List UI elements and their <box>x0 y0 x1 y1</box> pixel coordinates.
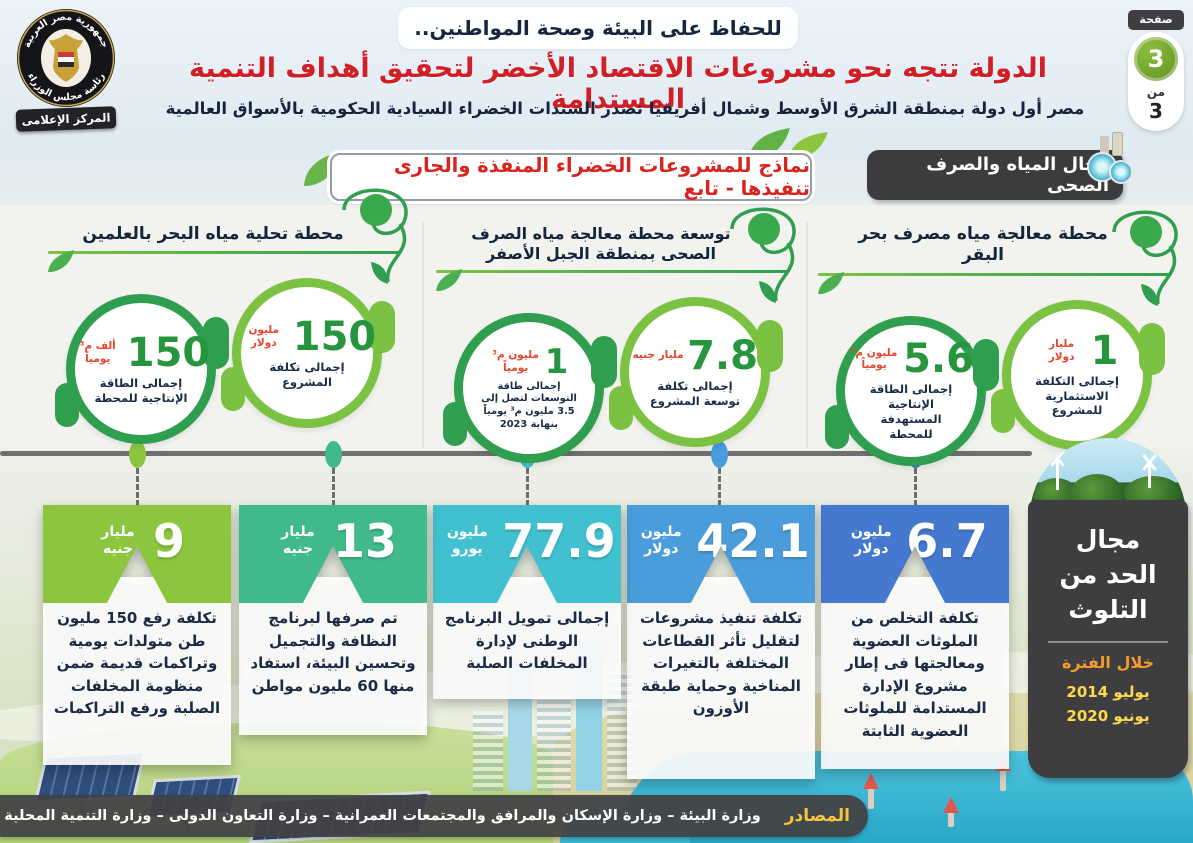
card-unit: مليون دولار <box>850 523 892 558</box>
stat-circle: 7.8 مليار جنيه إجمالى تكلفة توسعة المشرو… <box>609 297 783 447</box>
page-subtitle: مصر أول دولة بمنطقة الشرق الأوسط وشمال أ… <box>165 99 1085 118</box>
card-unit: مليون يورو <box>446 523 488 558</box>
sources-label: المصادر <box>784 806 850 826</box>
wind-turbine-icon <box>1148 464 1151 488</box>
card-organic-pollutants: 6.7 مليون دولار تكلفة التخلص من الملوثات… <box>821 505 1009 769</box>
card-value: 42.1 <box>696 514 810 568</box>
page-number-badge: صفحة 3 من 3 <box>1128 10 1184 131</box>
stat-description: إجمالى تكلفة المشروع <box>269 359 345 389</box>
timeline-connector <box>136 468 139 506</box>
stat-description: إجمالى تكلفة توسعة المشروع <box>649 378 741 408</box>
stat-unit: مليون م³ يومياً <box>850 346 898 372</box>
stat-description: إجمالى الطاقة الإنتاجية المستهدفة للمحطة <box>869 382 953 441</box>
vine-decoration-icon <box>1112 210 1178 306</box>
card-climate-projects: 42.1 مليون دولار تكلفة تنفيذ مشروعات لتق… <box>627 505 815 779</box>
sources-bar: المصادر وزارة البيئة – وزارة الإسكان وال… <box>0 795 868 837</box>
card-value: 13 <box>333 514 398 568</box>
timeline-dot <box>711 441 728 468</box>
leaf-icon <box>436 269 462 291</box>
card-value: 9 <box>153 514 186 568</box>
page-pill: 3 من 3 <box>1128 32 1184 131</box>
card-unit: مليار جنيه <box>101 523 135 558</box>
project-bahr-elbaqar: محطة معالجة مياه مصرف بحر البقر 1 مليار … <box>800 210 1188 466</box>
timeline-connector <box>718 468 721 506</box>
card-value: 6.7 <box>906 514 988 568</box>
period-from: يوليو 2014 <box>1066 683 1150 701</box>
stat-circle: 150 ألف م³ يومياً إجمالى الطاقة الإنتاجي… <box>55 294 229 445</box>
stat-unit: مليار جنيه <box>632 349 684 362</box>
stat-value: 150 <box>126 329 211 376</box>
stat-circle: 1 مليار دولار إجمالى التكلفة الاستثمارية… <box>991 299 1165 450</box>
card-text: تكلفة التخلص من الملوثات العضوية ومعالجت… <box>821 577 1009 769</box>
project-title: محطة تحلية مياه البحر بالعلمين <box>82 224 344 244</box>
title-underline <box>818 272 1170 276</box>
timeline-connector <box>332 468 335 506</box>
stat-value: 5.6 <box>903 336 974 383</box>
project-title: توسعة محطة معالجة مياه الصرف الصحى بمنطق… <box>471 224 731 263</box>
media-center-ribbon: المركز الإعلامى <box>15 106 117 132</box>
timeline-dot <box>129 441 146 468</box>
stat-description: إجمالى الطاقة الإنتاجية للمحطة <box>94 375 188 405</box>
project-gabal-elasfar: توسعة محطة معالجة مياه الصرف الصحى بمنطق… <box>418 207 806 463</box>
card-text: تكلفة تنفيذ مشروعات لتقليل تأثر القطاعات… <box>627 577 815 779</box>
stat-description: إجمالى طاقة التوسعات لتصل إلى 3.5 مليون … <box>481 380 577 430</box>
stat-unit: مليار دولار <box>1048 338 1075 363</box>
card-waste-removal: 9 مليار جنيه تكلفة رفع 150 مليون طن متول… <box>43 505 231 765</box>
pollution-reduction-sidebar: مجال الحد من التلوث خلال الفترة يوليو 20… <box>1028 438 1188 790</box>
stat-value: 1 <box>1090 327 1119 374</box>
leaf-icon <box>48 250 74 273</box>
emblem-seal: جمهورية مصر العربية رئاسة مجلس الوزراء <box>17 9 115 107</box>
page-title: الدولة تتجه نحو مشروعات الاقتصاد الأخضر … <box>189 53 1047 115</box>
card-unit: مليار جنيه <box>281 523 315 558</box>
header-tagline: للحفاظ على البيئة وصحة المواطنين.. <box>398 7 798 49</box>
divider <box>806 222 808 448</box>
sidebar-panel: مجال الحد من التلوث خلال الفترة يوليو 20… <box>1028 500 1188 778</box>
title-underline <box>436 270 788 273</box>
stat-unit: مليون م³ يومياً <box>492 348 539 374</box>
of-word: من <box>1146 85 1166 99</box>
sector-badge-label: مجال المياه والصرف الصحى <box>926 154 1109 196</box>
wind-turbine-icon <box>1056 460 1059 490</box>
page-word: صفحة <box>1128 10 1184 30</box>
stat-value: 1 <box>544 341 569 382</box>
stat-description: إجمالى التكلفة الاستثمارية للمشروع <box>1035 373 1119 418</box>
timeline-dot <box>325 441 342 468</box>
stat-value: 150 <box>292 313 377 360</box>
sector-badge-water: مجال المياه والصرف الصحى <box>867 132 1133 200</box>
sources-text: وزارة البيئة – وزارة الإسكان والمرافق وا… <box>4 808 761 824</box>
stat-circle: 150 مليون دولار إجمالى تكلفة المشروع <box>221 278 395 429</box>
card-value: 77.9 <box>502 514 616 568</box>
stat-circle: 1 مليون م³ يومياً إجمالى طاقة التوسعات ل… <box>443 313 617 463</box>
vine-decoration-icon <box>730 207 796 303</box>
card-text: تم صرفها لبرنامج النظافة والتجميل وتحسين… <box>239 577 427 735</box>
period-to: يونيو 2020 <box>1066 707 1150 725</box>
divider <box>422 222 424 448</box>
timeline-connector <box>526 468 529 506</box>
section-banner: نماذج للمشروعات الخضراء المنفذة والجارى … <box>330 153 812 201</box>
project-title: محطة معالجة مياه مصرف بحر البقر <box>858 224 1108 266</box>
current-page-number: 3 <box>1134 37 1178 81</box>
buoy-icon <box>943 797 959 827</box>
government-emblem: جمهورية مصر العربية رئاسة مجلس الوزراء ا… <box>12 6 120 136</box>
stat-unit: مليون دولار <box>248 324 280 349</box>
stat-circle: 5.6 مليون م³ يومياً إجمالى الطاقة الإنتا… <box>825 315 999 466</box>
water-treatment-plant-icon <box>1083 132 1141 188</box>
timeline-connector <box>914 468 917 506</box>
vine-decoration-icon <box>342 188 408 285</box>
buoy-icon <box>863 773 879 809</box>
card-solid-waste-program: 77.9 مليون يورو إجمالى تمويل البرنامج ال… <box>433 505 621 699</box>
card-cleanliness-program: 13 مليار جنيه تم صرفها لبرنامج النظافة و… <box>239 505 427 735</box>
period-label: خلال الفترة <box>1061 653 1155 672</box>
sidebar-title: مجال الحد من التلوث <box>1059 525 1157 624</box>
card-unit: مليون دولار <box>640 523 682 558</box>
title-underline <box>48 251 400 255</box>
card-text: تكلفة رفع 150 مليون طن متولدات يومية وتر… <box>43 577 231 765</box>
project-alamein-desalination: محطة تحلية مياه البحر بالعلمين 150 مليون… <box>30 188 418 445</box>
leaf-icon <box>818 271 844 294</box>
total-pages: 3 <box>1149 99 1163 123</box>
sidebar-divider <box>1048 641 1168 643</box>
stat-value: 7.8 <box>687 332 758 379</box>
stat-unit: ألف م³ يومياً <box>79 340 116 365</box>
